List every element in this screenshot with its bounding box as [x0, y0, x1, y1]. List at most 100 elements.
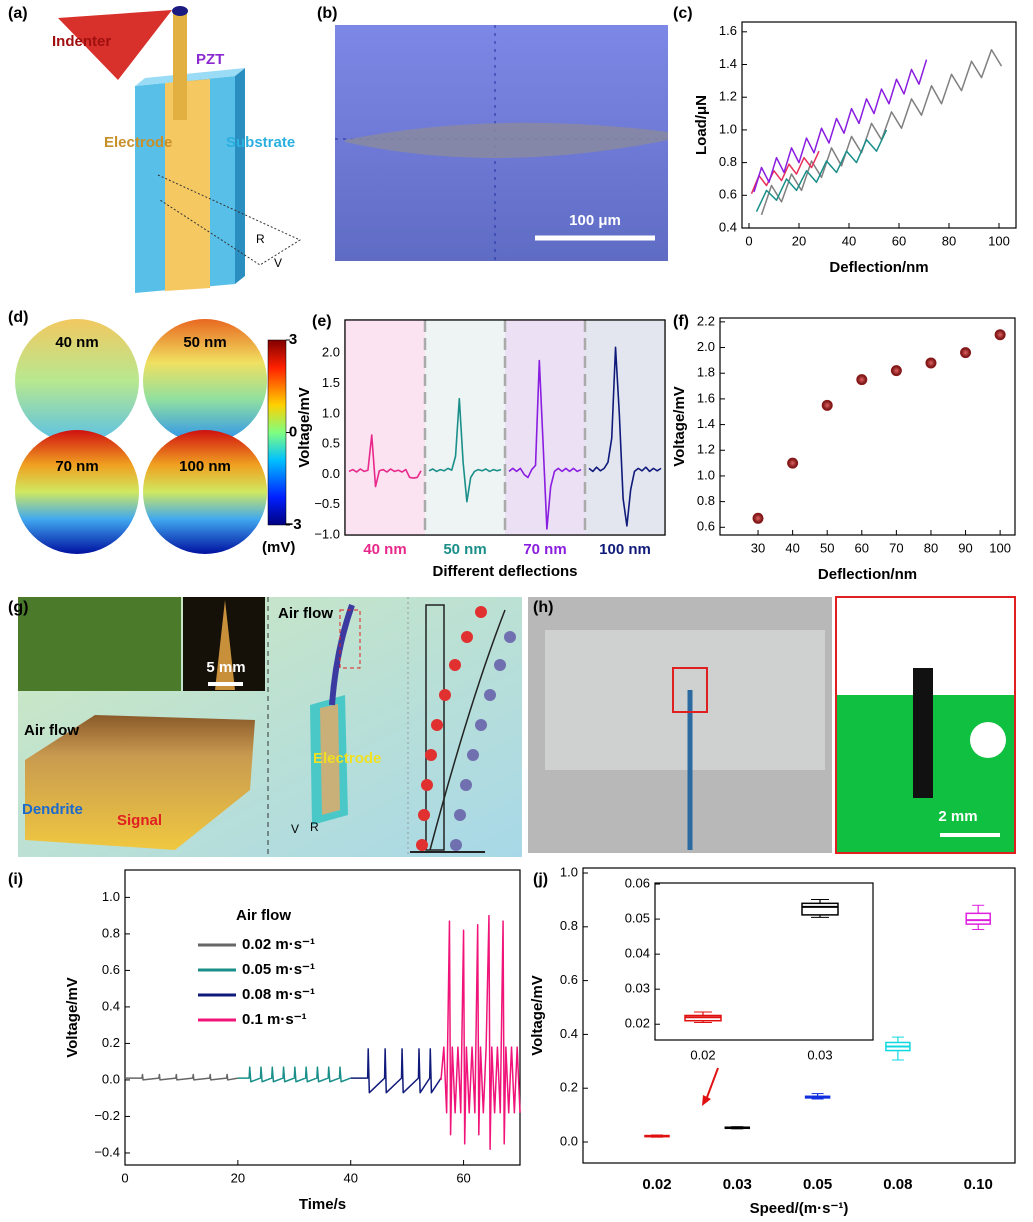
y-tick-label: 0.4 [719, 219, 737, 234]
y-tick-label: 0.0 [560, 1133, 578, 1148]
label: Electrode [313, 750, 381, 767]
skin [25, 715, 255, 850]
data-line [237, 1066, 351, 1083]
y-tick-label: 1.0 [719, 121, 737, 136]
indenter [58, 10, 172, 80]
panel-h [528, 596, 1016, 854]
plot-frame [582, 867, 1016, 1164]
x-tick-label: 70 nm [523, 541, 566, 558]
beam [425, 604, 445, 851]
panel-label: (d) [8, 309, 28, 326]
label: Air flow [24, 722, 79, 739]
y-tick-label: 1.5 [322, 375, 340, 390]
x-tick-label: 0.02 [642, 1176, 671, 1193]
heatmap-label: 100 nm [179, 458, 231, 475]
y-tick-label: 1.0 [102, 889, 120, 904]
panel-label: (a) [8, 5, 28, 22]
scale-label: 100 μm [569, 212, 621, 229]
legend-label: 0.02 m·s⁻¹ [242, 936, 315, 953]
x-axis-label: Deflection/nm [818, 566, 917, 583]
x-axis-label: Speed/(m·s⁻¹) [750, 1200, 849, 1217]
y-tick-label: 0.05 [625, 911, 650, 926]
colorbar-tick-label: 0 [289, 423, 297, 440]
heatmap [15, 430, 139, 554]
y-tick-label: 0.0 [102, 1071, 120, 1086]
x-tick-label: 0.03 [723, 1176, 752, 1193]
panel-label: (b) [317, 5, 337, 22]
colorbar-unit: (mV) [262, 539, 295, 556]
y-tick-label: 0.8 [102, 925, 120, 940]
highlight [672, 667, 708, 713]
x-tick-label: 90 [958, 540, 972, 555]
chamber [545, 630, 825, 770]
label: Electrode [104, 134, 172, 151]
data-point [994, 329, 1006, 341]
label: V [291, 822, 299, 836]
x-tick-label: 0 [121, 1170, 128, 1185]
plot-frame [344, 319, 666, 536]
panel-label: (h) [533, 599, 553, 616]
plot-frame [719, 317, 1016, 536]
panel-label: (e) [312, 313, 332, 330]
data-line [760, 49, 1003, 216]
label: Dendrite [22, 801, 83, 818]
y-axis-label: Voltage/mV [529, 975, 546, 1056]
panel-b [335, 25, 668, 261]
x-tick-label: 20 [231, 1170, 245, 1185]
data-line [350, 1048, 442, 1094]
legend-label: 0.1 m·s⁻¹ [242, 1011, 307, 1028]
y-axis-label: Voltage/mV [296, 387, 313, 468]
data-line [428, 397, 502, 503]
positive-charges [416, 606, 487, 851]
data-line [348, 434, 422, 488]
y-tick-label: 1.6 [697, 390, 715, 405]
highlight [339, 609, 361, 669]
data-line [125, 1073, 238, 1081]
panel-a [58, 6, 302, 293]
y-tick-label: 0.06 [625, 875, 650, 890]
substrate-top [135, 68, 245, 86]
substrate-side [235, 68, 245, 284]
label: Signal [117, 812, 162, 829]
x-tick-label: 0.08 [883, 1176, 912, 1193]
x-tick-label: 0.03 [807, 1047, 832, 1062]
data-line [755, 129, 888, 212]
label: R [310, 820, 319, 834]
x-tick-label: 70 [889, 540, 903, 555]
y-tick-label: 1.0 [560, 864, 578, 879]
pzt-rod [173, 12, 187, 120]
label: R [256, 232, 265, 246]
data-line [588, 346, 662, 527]
panel-d [15, 319, 287, 554]
y-tick-label: 0.2 [560, 1080, 578, 1095]
panel-label: (f) [673, 313, 689, 330]
heatmap [143, 319, 267, 443]
x-tick-label: 100 nm [599, 541, 651, 558]
y-tick-label: −0.4 [94, 1144, 120, 1159]
scale-label: 5 mm [206, 659, 245, 676]
y-tick-label: 0.6 [560, 972, 578, 987]
panel-label: (c) [673, 5, 693, 22]
x-tick-label: 0.02 [690, 1047, 715, 1062]
y-tick-label: 0.8 [719, 154, 737, 169]
data-point [856, 374, 868, 386]
y-tick-label: 0.6 [697, 519, 715, 534]
heatmap-label: 70 nm [55, 458, 98, 475]
x-axis-label: Deflection/nm [829, 259, 928, 276]
data-point [925, 357, 937, 369]
y-tick-label: 1.8 [697, 365, 715, 380]
label: V [274, 256, 282, 270]
data-line [753, 59, 928, 193]
x-tick-label: 0 [745, 233, 752, 248]
negative-charges [450, 631, 516, 851]
data-point [752, 512, 764, 524]
y-tick-label: 0.4 [102, 998, 120, 1013]
x-tick-label: 40 [842, 233, 856, 248]
x-tick-label: 60 [456, 1170, 470, 1185]
y-tick-label: 1.4 [697, 416, 715, 431]
data-line [508, 359, 582, 530]
hole [970, 722, 1006, 758]
data-point [821, 399, 833, 411]
y-tick-label: 0.04 [625, 946, 650, 961]
panel-label: (g) [8, 599, 28, 616]
